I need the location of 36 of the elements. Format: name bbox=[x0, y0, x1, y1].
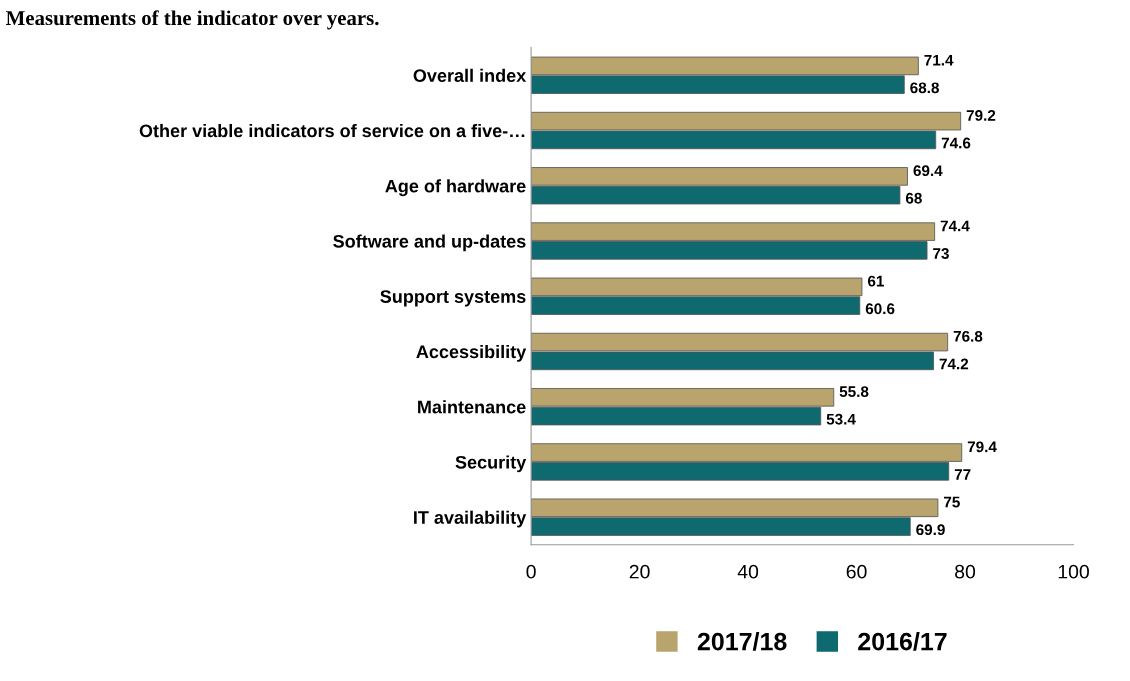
y-tick-label: Maintenance bbox=[418, 400, 526, 414]
text: Measurements of the indicator over years. bbox=[6, 10, 379, 30]
y-tick-label: Overall index bbox=[413, 68, 527, 83]
y-tick-label: Software and up-dates bbox=[333, 234, 526, 252]
data-label: 76.8 bbox=[953, 330, 983, 342]
y-tick-label: Other viable indicators of service on a five-… bbox=[139, 123, 525, 138]
data-label: 75 bbox=[943, 496, 960, 508]
y-tick-label: IT availability bbox=[414, 510, 527, 528]
data-label: 61 bbox=[867, 275, 884, 287]
y-tick-label: Accessibility bbox=[416, 344, 527, 362]
x-tick-label: 80 bbox=[955, 564, 976, 579]
data-label: 68 bbox=[905, 192, 922, 204]
data-label: 68.8 bbox=[910, 82, 939, 94]
data-label: 55.8 bbox=[839, 386, 869, 397]
x-tick-label: 100 bbox=[1058, 564, 1089, 579]
data-label: 60.6 bbox=[865, 303, 895, 315]
x-tick-label: 60 bbox=[846, 564, 867, 579]
legend-label: 2017/18 bbox=[697, 632, 787, 651]
x-tick-label: 0 bbox=[526, 564, 536, 579]
data-label: 74.2 bbox=[939, 358, 969, 370]
data-label: 69.9 bbox=[916, 524, 945, 536]
data-label: 77 bbox=[954, 469, 971, 480]
y-tick-label: Security bbox=[455, 455, 527, 473]
data-label: 74.4 bbox=[940, 220, 970, 232]
data-label: 69.4 bbox=[913, 165, 943, 177]
x-tick-label: 20 bbox=[629, 564, 650, 579]
y-tick-label: Support systems bbox=[380, 290, 526, 307]
data-label: 79.4 bbox=[967, 441, 997, 453]
data-label: 71.4 bbox=[924, 54, 954, 66]
data-label: 53.4 bbox=[826, 413, 856, 425]
x-tick-label: 40 bbox=[737, 564, 759, 579]
legend-label: 2016/17 bbox=[858, 632, 947, 651]
data-label: 74.6 bbox=[941, 137, 971, 149]
y-tick-label: Age of hardware bbox=[385, 179, 526, 197]
data-label: 79.2 bbox=[966, 110, 996, 121]
data-label: 73 bbox=[933, 248, 949, 259]
